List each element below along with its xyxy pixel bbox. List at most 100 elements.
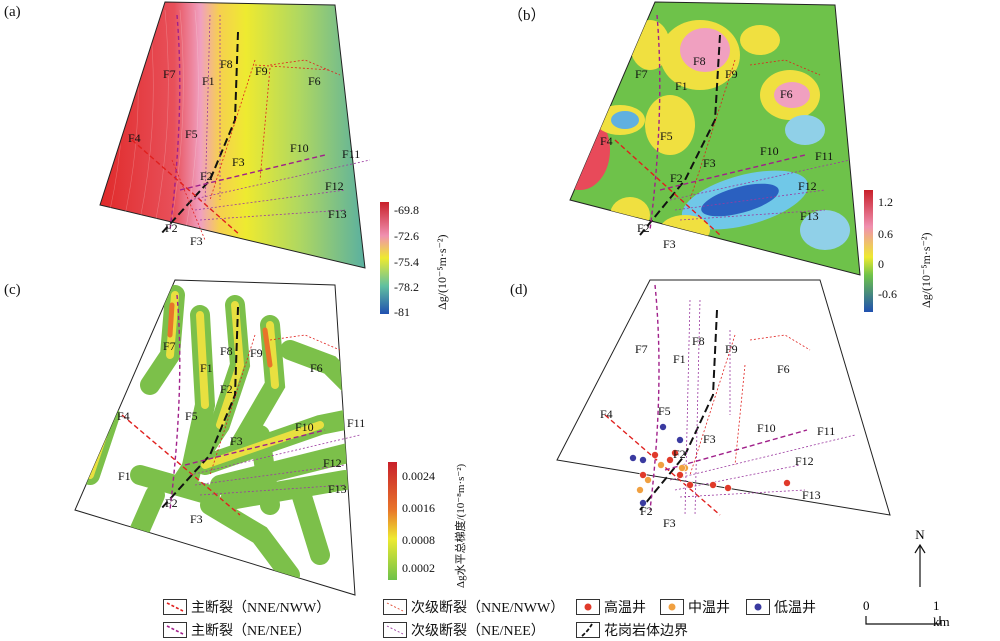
fault-label-f5: F5 <box>185 127 198 141</box>
north-arrow: N <box>912 527 928 592</box>
colorbar-a: -69.8 -72.6 -75.4 -78.2 -81 Δg/(10⁻⁵m·s⁻… <box>380 202 449 319</box>
mid-temp-well <box>644 476 652 484</box>
panel-c-map: F7 F1 F8 F9 F6 F5 F4 F10 F11 F3 F2 F12 F… <box>74 279 365 596</box>
d-fault-label-f8: F8 <box>692 334 705 348</box>
low-temp-well <box>629 454 637 462</box>
legend-low-temp-well: 低温井 <box>746 597 816 617</box>
d-fault-label-f12: F12 <box>795 454 814 468</box>
d-fault-label-f2b: F2 <box>640 504 653 518</box>
c-fault-label-f2b: F2 <box>165 496 178 510</box>
b-fault-label-f8: F8 <box>693 54 706 68</box>
c-fault-label-f10: F10 <box>295 420 314 434</box>
d-fault-label-f13: F13 <box>802 488 821 502</box>
b-fault-label-f5: F5 <box>660 129 673 143</box>
d-fault-label-f1: F1 <box>673 352 686 366</box>
c-fault-label-f12: F12 <box>323 456 342 470</box>
b-fault-label-f6: F6 <box>780 87 793 101</box>
main-fault-ne-icon <box>163 622 187 638</box>
low-temp-well <box>639 456 647 464</box>
legend-label: 花岗岩体边界 <box>604 624 688 639</box>
d-fault-label-f11: F11 <box>817 424 835 438</box>
panel-d-label: (d) <box>510 282 528 298</box>
c-fault-label-f4: F4 <box>117 409 130 423</box>
d-fault-label-f3b: F3 <box>663 516 676 530</box>
c-fault-label-f5: F5 <box>185 409 198 423</box>
fault-label-f2b: F2 <box>165 221 178 235</box>
c-fault-label-f3b: F3 <box>190 512 203 526</box>
legend-main-fault-ne: 主断裂（NE/NEE） <box>163 620 311 640</box>
fault-label-f10: F10 <box>290 141 309 155</box>
north-label: N <box>915 527 925 542</box>
d-fault-label-f3: F3 <box>703 432 716 446</box>
high-temp-well <box>666 456 674 464</box>
cb-c-tick-0: 0.0024 <box>402 469 435 483</box>
granite-boundary <box>159 31 239 236</box>
legend-granite-boundary: 花岗岩体边界 <box>576 620 688 640</box>
d-fault-label-f9: F9 <box>725 342 738 356</box>
scale-line <box>865 616 941 625</box>
cb-a-unit: Δg/(10⁻⁵m·s⁻²) <box>435 235 449 311</box>
legend-label: 次级断裂（NNE/NWW） <box>411 601 565 616</box>
secondary-fault-nne-icon <box>383 599 407 615</box>
d-fault-label-f4: F4 <box>600 407 613 421</box>
c-fault-label-f13: F13 <box>328 482 347 496</box>
scale-km: 1 km <box>933 598 950 629</box>
b-fault-label-f13: F13 <box>800 209 819 223</box>
fault-label-f6: F6 <box>308 74 321 88</box>
b-fault-label-f10: F10 <box>760 144 779 158</box>
cb-b-tick-2: 0 <box>878 257 884 271</box>
cb-b-tick-1: 0.6 <box>878 227 893 241</box>
fault-label-f11: F11 <box>342 147 360 161</box>
d-fault-label-f10: F10 <box>757 421 776 435</box>
d-fault-label-f2: F2 <box>673 447 686 461</box>
cb-c-tick-1: 0.0016 <box>402 501 435 515</box>
panel-b-map: F7 F1 F8 F9 F6 F5 F4 F10 F11 F3 F2 F12 F… <box>569 1 861 276</box>
high-temp-well <box>709 481 717 489</box>
b-fault-label-f1: F1 <box>675 79 688 93</box>
fault-label-f7: F7 <box>163 67 176 81</box>
low-temp-well <box>676 436 684 444</box>
colorbar-c: 0.0024 0.0016 0.0008 0.0002 Δg水平总梯度/(10⁻… <box>388 462 467 588</box>
fault-label-f4: F4 <box>128 131 141 145</box>
legend-main-fault-nne: 主断裂（NNE/NWW） <box>163 597 330 617</box>
b-fault-label-f7: F7 <box>635 67 648 81</box>
c-fault-label-f9: F9 <box>250 346 263 360</box>
granite-boundary-icon <box>576 622 600 638</box>
fault-label-f3b: F3 <box>190 234 203 248</box>
fault-label-f13: F13 <box>328 207 347 221</box>
legend-high-temp-well: 高温井 <box>576 597 646 617</box>
legend-label: 低温井 <box>774 601 816 616</box>
panel-a-map: F7 F1 F8 F9 F6 F5 F4 F10 F11 F3 F2 F12 F… <box>99 1 371 269</box>
low-temp-well <box>659 423 667 431</box>
mid-temp-well <box>636 486 644 494</box>
fault-label-f8: F8 <box>220 57 233 71</box>
cb-a-tick-2: -75.4 <box>394 255 419 269</box>
high-temp-well-icon <box>576 599 600 615</box>
fault-label-f3: F3 <box>232 155 245 169</box>
legend-secondary-fault-nne: 次级断裂（NNE/NWW） <box>383 597 564 617</box>
cb-c-unit: Δg水平总梯度/(10⁻⁸m·s⁻²) <box>453 463 467 588</box>
secondary-fault-ne-icon <box>383 622 407 638</box>
cb-b-unit: Δg/(10⁻⁵m·s⁻²) <box>919 233 933 309</box>
legend-label: 高温井 <box>604 601 646 616</box>
d-fault-label-f6: F6 <box>777 362 790 376</box>
b-fault-label-f2: F2 <box>670 171 683 185</box>
panel-c-label: (c) <box>4 282 21 298</box>
legend: 主断裂（NNE/NWW） 次级断裂（NNE/NWW） 高温井 中温井 低温井 主… <box>163 597 863 639</box>
legend-mid-temp-well: 中温井 <box>660 597 730 617</box>
b-fault-label-f2b: F2 <box>637 221 650 235</box>
main-fault-nne-icon <box>163 599 187 615</box>
c-fault-label-f6: F6 <box>310 361 323 375</box>
legend-label: 主断裂（NE/NEE） <box>191 624 311 639</box>
c-fault-label-f2: F2 <box>220 382 233 396</box>
c-fault-label-f3: F3 <box>230 434 243 448</box>
legend-label: 次级断裂（NE/NEE） <box>411 624 545 639</box>
fault-label-f9: F9 <box>255 64 268 78</box>
low-temp-well <box>639 499 647 507</box>
panel-d-map: F7 F1 F8 F9 F6 F5 F4 F10 F11 F3 F2 F12 F… <box>556 279 891 530</box>
mid-temp-well-icon <box>660 599 684 615</box>
c-fault-label-f8: F8 <box>220 344 233 358</box>
cb-a-tick-1: -72.6 <box>394 229 419 243</box>
c-fault-label-f1b: F1 <box>118 469 131 483</box>
b-fault-label-f9: F9 <box>725 67 738 81</box>
